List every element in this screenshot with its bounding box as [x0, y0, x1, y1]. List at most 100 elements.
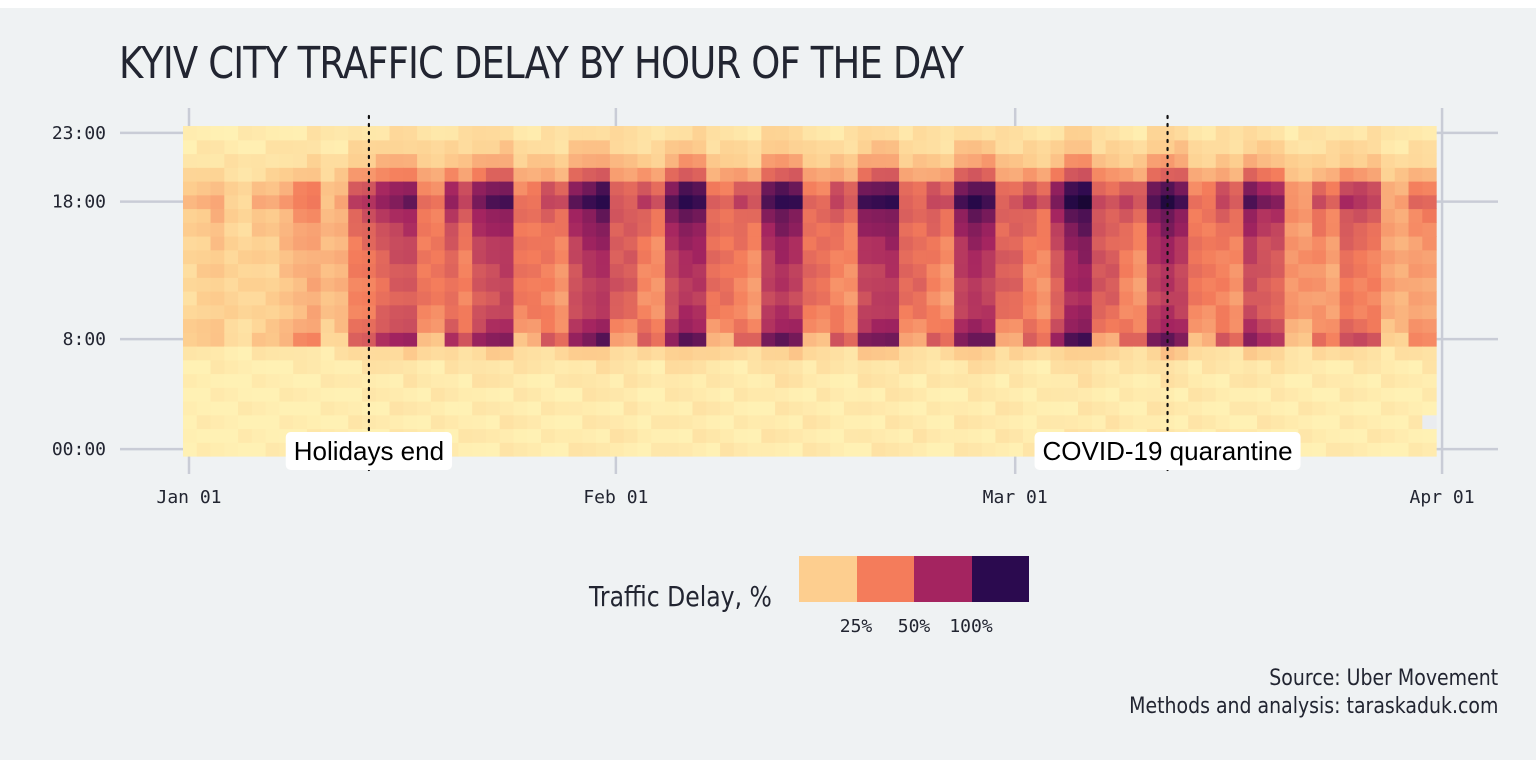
heatmap-cell [403, 139, 418, 155]
heatmap-cell [513, 139, 528, 155]
heatmap-cell [499, 304, 515, 320]
heatmap-cell [967, 428, 983, 443]
heatmap-cell [554, 304, 570, 320]
heatmap-cell [1298, 181, 1313, 196]
heatmap-cell [444, 181, 459, 196]
heatmap-cell [210, 139, 225, 155]
heatmap-cell [265, 401, 280, 416]
heatmap-cell [417, 373, 432, 388]
heatmap-cell [183, 401, 198, 416]
heatmap-cell [692, 318, 707, 333]
heatmap-cell [417, 414, 432, 430]
heatmap-cell [885, 291, 900, 306]
heatmap-cell [954, 126, 969, 141]
heatmap-cell [1394, 181, 1410, 196]
heatmap-cell [348, 139, 363, 155]
heatmap-cell [747, 222, 762, 237]
heatmap-cell [1339, 139, 1355, 155]
heatmap-cell [899, 181, 914, 196]
heatmap-cell [1105, 332, 1120, 347]
heatmap-cell [843, 236, 859, 251]
heatmap-cell [527, 373, 542, 388]
heatmap-cell [513, 167, 528, 182]
heatmap-cell [596, 442, 611, 457]
heatmap-cell [816, 318, 831, 333]
heatmap-cell [692, 304, 707, 320]
heatmap-cell [1353, 359, 1368, 375]
heatmap-cell [348, 126, 363, 141]
heatmap-cell [1422, 373, 1437, 388]
heatmap-cell [995, 414, 1010, 430]
heatmap-cell [375, 387, 391, 402]
heatmap-cell [238, 373, 253, 388]
heatmap-cell [981, 304, 997, 320]
heatmap-cell [430, 332, 446, 347]
heatmap-cell [499, 373, 515, 388]
heatmap-cell [1078, 318, 1093, 333]
heatmap-cell [568, 359, 583, 375]
heatmap-cell [389, 208, 404, 223]
heatmap-cell [1188, 222, 1203, 237]
heatmap-cell [678, 263, 694, 278]
heatmap-cell [995, 442, 1010, 457]
y-tick-label: 18:00 [52, 192, 106, 213]
heatmap-cell [224, 414, 239, 430]
heatmap-cell [527, 263, 542, 278]
heatmap-cell [1119, 359, 1134, 375]
heatmap-cell [692, 236, 707, 251]
heatmap-cell [1312, 167, 1327, 182]
heatmap-cell [954, 401, 969, 416]
heatmap-cell [733, 332, 749, 347]
heatmap-cell [1022, 153, 1038, 168]
heatmap-cell [472, 236, 487, 251]
heatmap-cell [362, 387, 377, 402]
heatmap-cell [183, 318, 198, 333]
heatmap-cell [375, 167, 391, 182]
heatmap-cell [596, 291, 611, 306]
heatmap-cell [664, 332, 680, 347]
heatmap-cell [306, 236, 322, 251]
heatmap-cell [527, 181, 542, 196]
heatmap-cell [1174, 304, 1189, 320]
heatmap-cell [720, 304, 735, 320]
legend-colorbar [799, 556, 1029, 602]
heatmap-cell [485, 208, 501, 223]
heatmap-cell [747, 153, 762, 168]
heatmap-cell [458, 346, 473, 361]
heatmap-cell [513, 249, 528, 265]
heatmap-cell [238, 222, 253, 237]
heatmap-cell [183, 346, 198, 361]
heatmap-cell [967, 222, 983, 237]
heatmap-cell [761, 428, 776, 443]
heatmap-cell [1188, 304, 1203, 320]
heatmap-cell [458, 126, 473, 141]
heatmap-cell [210, 332, 225, 347]
heatmap-cell [279, 277, 294, 292]
heatmap-cell [458, 359, 473, 375]
heatmap-cell [651, 263, 666, 278]
heatmap-cell [582, 414, 597, 430]
heatmap-cell [1422, 401, 1437, 416]
heatmap-cell [582, 181, 597, 196]
heatmap-cell [623, 263, 639, 278]
heatmap-cell [967, 194, 983, 210]
heatmap-cell [954, 222, 969, 237]
heatmap-cell [885, 249, 900, 265]
heatmap-cell [1036, 263, 1052, 278]
heatmap-cell [926, 359, 941, 375]
heatmap-cell [1050, 167, 1065, 182]
heatmap-cell [1050, 346, 1065, 361]
heatmap-cell [444, 359, 459, 375]
heatmap-cell [513, 277, 528, 292]
heatmap-cell [1064, 359, 1079, 375]
heatmap-cell [375, 359, 391, 375]
heatmap-cell [816, 208, 831, 223]
heatmap-cell [1091, 153, 1107, 168]
heatmap-cell [1422, 359, 1437, 375]
heatmap-cell [1215, 332, 1231, 347]
heatmap-cell [485, 236, 501, 251]
heatmap-cell [527, 126, 542, 141]
heatmap-cell [348, 304, 363, 320]
heatmap-cell [1188, 249, 1203, 265]
heatmap-cell [720, 291, 735, 306]
